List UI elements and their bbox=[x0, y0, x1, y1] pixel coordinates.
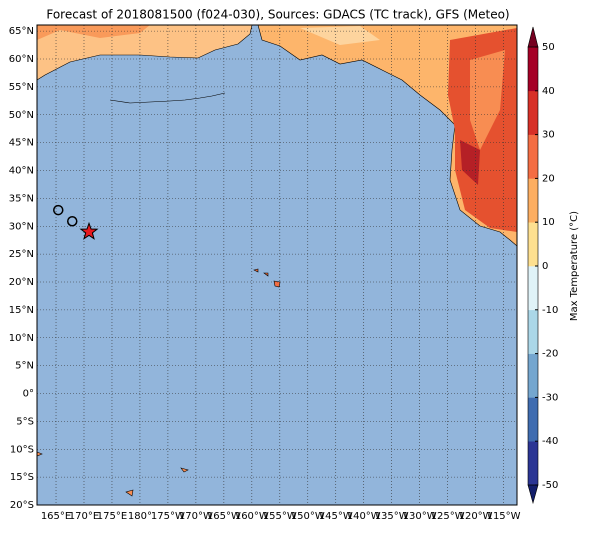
chart-title: Forecast of 2018081500 (f024-030), Sourc… bbox=[46, 8, 509, 22]
y-tick-label: 0° bbox=[23, 389, 34, 400]
colorbar-bin bbox=[528, 353, 538, 398]
x-tick-label: 170°W bbox=[179, 511, 213, 522]
colorbar-tick-label: -20 bbox=[542, 349, 558, 360]
x-tick-label: 155°W bbox=[263, 511, 297, 522]
y-tick-label: 65°N bbox=[9, 26, 34, 37]
colorbar-extend bbox=[527, 484, 539, 505]
x-tick-label: 175°E bbox=[97, 511, 127, 522]
colorbar-bin bbox=[528, 222, 538, 267]
y-tick-label: 30°N bbox=[9, 221, 34, 232]
x-tick-label: 170°E bbox=[69, 511, 99, 522]
y-tick-label: 25°N bbox=[9, 249, 34, 260]
x-tick-label: 160°W bbox=[235, 511, 269, 522]
colorbar-bin bbox=[528, 441, 538, 486]
colorbar-tick-label: -10 bbox=[542, 305, 558, 316]
x-tick-label: 115°W bbox=[487, 511, 521, 522]
y-tick-label: 20°N bbox=[9, 277, 34, 288]
x-tick-label: 140°W bbox=[347, 511, 381, 522]
y-tick-label: 15°S bbox=[10, 472, 34, 483]
colorbar-bin bbox=[528, 134, 538, 179]
colorbar-tick-label: 50 bbox=[542, 42, 555, 53]
track-point bbox=[53, 204, 64, 216]
x-tick-label: 120°W bbox=[459, 511, 493, 522]
y-tick-label: 60°N bbox=[9, 54, 34, 65]
colorbar-tick-label: -40 bbox=[542, 436, 558, 447]
colorbar-bin bbox=[528, 90, 538, 135]
colorbar-tick-label: -50 bbox=[542, 480, 558, 491]
y-tick-label: 10°S bbox=[10, 444, 34, 455]
y-tick-label: 45°N bbox=[9, 138, 34, 149]
y-tick-label: 15°N bbox=[9, 305, 34, 316]
x-tick-label: 180° bbox=[128, 511, 152, 522]
track-point bbox=[66, 215, 78, 227]
y-tick-label: 20°S bbox=[10, 500, 34, 511]
x-tick-label: 135°W bbox=[375, 511, 409, 522]
x-tick-label: 150°W bbox=[291, 511, 325, 522]
colorbar-bin bbox=[528, 309, 538, 354]
colorbar-tick-label: -30 bbox=[542, 392, 558, 403]
colorbar-tick-label: 10 bbox=[542, 217, 555, 228]
y-tick-label: 5°S bbox=[16, 416, 34, 427]
colorbar-bin bbox=[528, 397, 538, 442]
x-tick-label: 165°W bbox=[207, 511, 241, 522]
colorbar-tick-label: 30 bbox=[542, 130, 555, 141]
colorbar-bin bbox=[528, 266, 538, 311]
y-tick-label: 35°N bbox=[9, 193, 34, 204]
colorbar-tick-label: 0 bbox=[542, 261, 548, 272]
colorbar-bin bbox=[528, 47, 538, 92]
colorbar-tick-label: 40 bbox=[542, 86, 555, 97]
y-tick-label: 5°N bbox=[15, 361, 34, 372]
y-tick-label: 40°N bbox=[9, 166, 34, 177]
x-tick-label: 130°W bbox=[403, 511, 437, 522]
current-position bbox=[79, 221, 99, 240]
colorbar-extend bbox=[527, 26, 539, 48]
y-tick-label: 50°N bbox=[9, 110, 34, 121]
x-tick-label: 165°E bbox=[41, 511, 71, 522]
colorbar-bin bbox=[528, 178, 538, 223]
land bbox=[36, 24, 518, 497]
colorbar-label: Max Temperature (°C) bbox=[569, 211, 580, 321]
map-frame bbox=[36, 24, 518, 506]
x-tick-label: 145°W bbox=[319, 511, 353, 522]
colorbar-tick-label: 20 bbox=[542, 173, 555, 184]
y-tick-label: 10°N bbox=[9, 333, 34, 344]
x-tick-label: 125°W bbox=[431, 511, 465, 522]
y-tick-label: 55°N bbox=[9, 82, 34, 93]
x-tick-label: 175°W bbox=[151, 511, 185, 522]
